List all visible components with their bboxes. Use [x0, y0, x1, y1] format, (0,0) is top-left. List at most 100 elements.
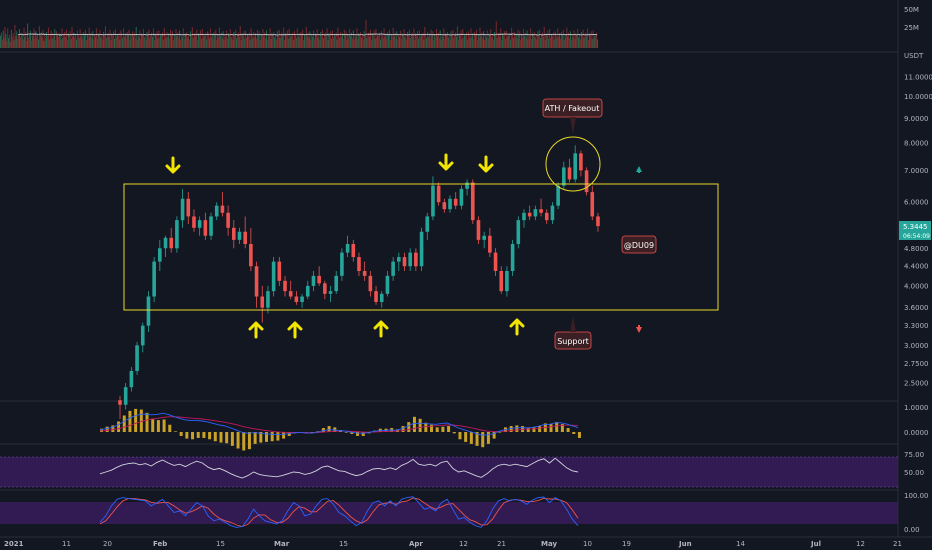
candle-body [527, 212, 532, 217]
volume-bar [560, 31, 562, 48]
volume-bar [427, 31, 429, 48]
volume-bar [591, 38, 593, 48]
volume-bar [498, 32, 500, 48]
volume-bar [125, 38, 127, 48]
volume-bar [244, 38, 246, 48]
candle-body [357, 257, 361, 271]
volume-bar [413, 28, 415, 48]
candle-body [180, 198, 185, 221]
candle [123, 383, 128, 410]
volume-bar [440, 39, 442, 48]
volume-bar [421, 36, 423, 48]
candle [550, 202, 555, 224]
volume-bar [97, 33, 99, 48]
volume-bar [192, 38, 194, 48]
volume-bar [444, 38, 446, 48]
candle [379, 291, 384, 308]
volume-bar [21, 35, 23, 48]
volume-bar [170, 35, 172, 48]
candle [465, 179, 469, 196]
macd-line [99, 412, 579, 436]
volume-bar [510, 39, 512, 48]
volume-bar [355, 36, 357, 48]
price-tick-label: 9.0000 [904, 115, 929, 123]
ath-fakeout-callout[interactable]: ATH / Fakeout [542, 98, 603, 134]
macd-histogram-bar [202, 432, 206, 438]
price-tick-label: 10.0000 [904, 93, 932, 101]
candle [266, 285, 270, 314]
range-box[interactable] [123, 183, 719, 311]
volume-bar [109, 29, 111, 48]
candle-body [118, 400, 122, 405]
candle-body [596, 216, 600, 227]
author-tag[interactable]: @DU09 [621, 235, 657, 254]
volume-bar [590, 31, 592, 48]
volume-bar [114, 29, 116, 48]
candle [214, 202, 219, 221]
volume-bar [2, 30, 4, 48]
macd-pane [99, 408, 581, 451]
volume-bar [388, 35, 390, 48]
volume-bar [511, 27, 513, 48]
volume-bar [23, 27, 25, 48]
volume-bar [449, 39, 451, 48]
volume-bar [0, 32, 2, 48]
volume-bar [55, 40, 57, 48]
candle [220, 192, 225, 217]
volume-bar [465, 36, 467, 48]
volume-bar [146, 31, 148, 48]
volume-bar [42, 29, 44, 48]
volume-bar [4, 27, 6, 48]
volume-bar [106, 34, 108, 48]
candle [368, 270, 373, 297]
candle-body [294, 296, 299, 303]
down-arrow-icon [478, 155, 494, 173]
support-callout[interactable]: Support [554, 316, 592, 350]
volume-bar [162, 39, 164, 48]
candle [340, 248, 344, 281]
macd-histogram-bar [327, 426, 331, 432]
macd-histogram-bar [350, 432, 354, 434]
candle-body [260, 296, 265, 308]
volume-bar [462, 29, 464, 48]
volume-bar [35, 31, 37, 48]
volume-bar [443, 28, 445, 48]
time-tick-label: 14 [736, 540, 745, 548]
time-tick-label: 20 [103, 540, 112, 548]
volume-bar [218, 27, 220, 48]
candle [323, 280, 327, 300]
volume-bar [471, 36, 473, 48]
volume-bar [200, 38, 202, 48]
volume-bar [279, 38, 281, 48]
candle [135, 341, 139, 375]
volume-bar [560, 38, 562, 48]
volume-bar [367, 34, 369, 48]
candle [510, 239, 515, 276]
volume-bar [5, 34, 7, 48]
macd-histogram-bar [208, 432, 212, 440]
candle-body [328, 291, 333, 294]
time-axis[interactable]: 2021 11 20 Feb 15 Mar 15 Apr 12 21 May 10 19 Jun 14 Jul… [4, 540, 902, 548]
candle [414, 248, 418, 271]
volume-bar [189, 39, 191, 48]
candle [140, 322, 145, 353]
volume-bar [359, 35, 361, 48]
volume-bar [341, 36, 343, 48]
volume-bar [321, 36, 323, 48]
volume-bar [138, 36, 140, 48]
volume-bar [349, 29, 351, 48]
volume-bar [417, 31, 419, 48]
right-axis[interactable]: USDT 11.0000 10.0000 9.0000 8.0000 7.0000 6.00… [904, 6, 932, 534]
volume-bar [382, 38, 384, 48]
ath-fakeout-label: ATH / Fakeout [545, 104, 600, 113]
volume-bar [439, 30, 441, 48]
fakeout-circle[interactable] [545, 136, 601, 192]
volume-bar [531, 38, 533, 48]
volume-bar [482, 38, 484, 48]
volume-bar [571, 34, 573, 48]
volume-bar [158, 30, 160, 48]
volume-bar [236, 38, 238, 48]
volume-bar [504, 38, 506, 48]
time-tick-label: 12 [856, 540, 865, 548]
